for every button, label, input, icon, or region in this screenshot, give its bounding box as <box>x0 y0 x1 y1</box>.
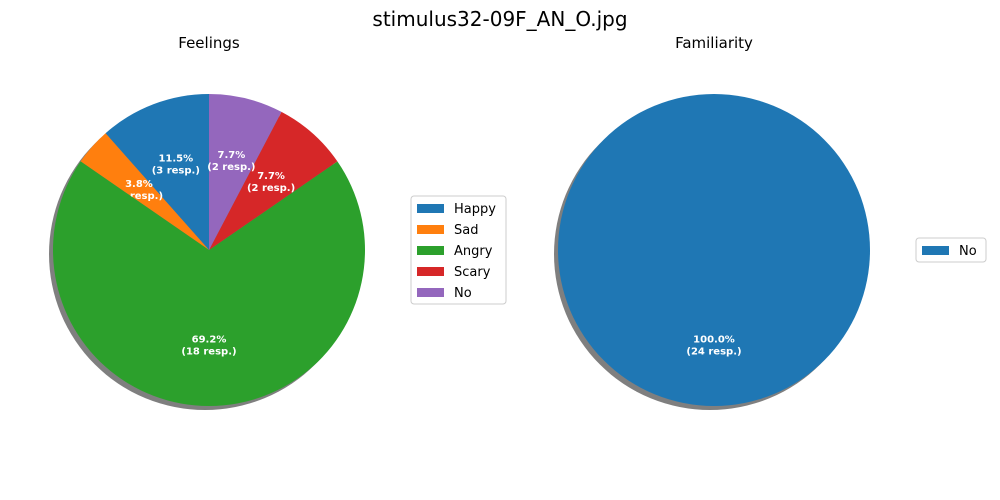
slice-count-label: (2 resp.) <box>247 183 295 194</box>
slice-pct-label: 100.0% <box>693 335 735 346</box>
pie-feelings: 11.5% (3 resp.) 3.8% (1 resp.) 69.2% (18 resp… <box>49 94 366 410</box>
pie-slice-no <box>558 94 870 406</box>
slice-count-label: (24 resp.) <box>686 347 741 358</box>
pie-slice-scary <box>209 111 338 250</box>
legend-label-no: No <box>959 244 977 259</box>
slice-pct-label: 69.2% <box>192 335 227 346</box>
legend-frame <box>410 195 507 305</box>
legend-swatch-happy <box>417 204 444 213</box>
pie-familiarity: 100.0% (24 resp.) <box>554 94 870 410</box>
pie-slice-happy <box>105 94 209 250</box>
legend-swatch-no <box>417 288 444 297</box>
legend-label-sad: Sad <box>454 223 478 238</box>
legend-label-scary: Scary <box>454 265 491 280</box>
legend-frame <box>915 237 987 263</box>
legend-swatch-angry <box>417 246 444 255</box>
slice-pct-label: 11.5% <box>158 153 193 164</box>
chart-title: Familiarity <box>675 34 753 52</box>
pie-slice-no <box>209 94 282 250</box>
chart-title: Feelings <box>178 34 240 52</box>
slice-label-no: 100.0% (24 resp.) <box>686 335 741 358</box>
slice-count-label: (18 resp.) <box>181 347 236 358</box>
familiarity-chart: Familiarity 100.0% (24 resp.) No <box>554 34 987 410</box>
slice-count-label: (1 resp.) <box>115 191 163 202</box>
legend-feelings: Happy Sad Angry Scary No <box>410 195 507 305</box>
slice-count-label: (2 resp.) <box>207 162 255 173</box>
feelings-chart: Feelings 11.5% (3 resp.) 3.8% (1 resp.) 69.2… <box>49 34 507 410</box>
pie-slice-angry <box>53 161 366 406</box>
legend-familiarity: No <box>915 237 987 263</box>
figure-title: stimulus32-09F_AN_O.jpg <box>372 7 627 31</box>
legend-swatch-sad <box>417 225 444 234</box>
slice-label-no: 7.7% (2 resp.) <box>207 150 255 173</box>
slice-label-angry: 69.2% (18 resp.) <box>181 335 236 358</box>
pie-slice-sad <box>80 133 209 250</box>
slice-label-sad: 3.8% (1 resp.) <box>115 179 163 202</box>
slice-count-label: (3 resp.) <box>152 165 200 176</box>
legend-label-angry: Angry <box>454 244 493 259</box>
slice-pct-label: 7.7% <box>257 171 285 182</box>
slice-label-happy: 11.5% (3 resp.) <box>152 153 200 176</box>
legend-label-no: No <box>454 286 472 301</box>
legend-label-happy: Happy <box>454 202 496 217</box>
slice-pct-label: 7.7% <box>218 150 246 161</box>
legend-swatch-no <box>922 246 949 255</box>
legend-swatch-scary <box>417 267 444 276</box>
slice-label-scary: 7.7% (2 resp.) <box>247 171 295 194</box>
slice-pct-label: 3.8% <box>125 179 153 190</box>
